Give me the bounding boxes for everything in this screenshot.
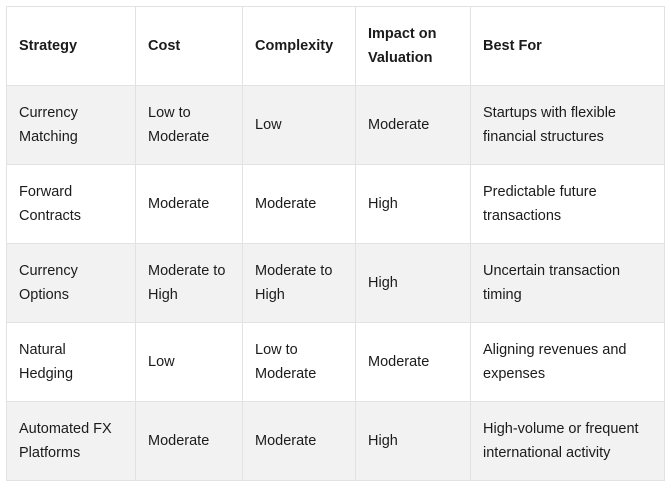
table-cell: Currency Matching <box>6 85 136 165</box>
header-cell-strategy: Strategy <box>6 6 136 86</box>
table-cell: Moderate to High <box>135 243 243 323</box>
table-cell: Natural Hedging <box>6 322 136 402</box>
table-cell: Low <box>242 85 356 165</box>
table-row-forward-contracts: Forward Contracts Moderate Moderate High… <box>6 164 665 244</box>
table-row-natural-hedging: Natural Hedging Low Low to Moderate Mode… <box>6 322 665 402</box>
table-cell: Predictable future transactions <box>470 164 665 244</box>
table-cell: Moderate <box>242 401 356 481</box>
table-cell: High <box>355 243 471 323</box>
header-cell-cost: Cost <box>135 6 243 86</box>
table-cell: Moderate <box>355 85 471 165</box>
table-cell: Automated FX Platforms <box>6 401 136 481</box>
header-cell-impact-on-valuation: Impact on Valuation <box>355 6 471 86</box>
table-cell: Aligning revenues and expenses <box>470 322 665 402</box>
table-row-currency-options: Currency Options Moderate to High Modera… <box>6 243 665 323</box>
table-cell: Low to Moderate <box>242 322 356 402</box>
table-cell: Forward Contracts <box>6 164 136 244</box>
table-cell: Startups with flexible financial structu… <box>470 85 665 165</box>
table-header-row: Strategy Cost Complexity Impact on Valua… <box>6 6 665 86</box>
strategy-comparison-table-container: Strategy Cost Complexity Impact on Valua… <box>6 6 665 481</box>
strategy-comparison-table: Strategy Cost Complexity Impact on Valua… <box>6 6 665 481</box>
table-row-currency-matching: Currency Matching Low to Moderate Low Mo… <box>6 85 665 165</box>
table-cell: Low <box>135 322 243 402</box>
table-cell: Low to Moderate <box>135 85 243 165</box>
table-cell: High <box>355 164 471 244</box>
table-cell: Currency Options <box>6 243 136 323</box>
table-cell: Moderate <box>242 164 356 244</box>
table-cell: Moderate <box>135 401 243 481</box>
table-cell: High-volume or frequent international ac… <box>470 401 665 481</box>
table-row-automated-fx-platforms: Automated FX Platforms Moderate Moderate… <box>6 401 665 481</box>
header-cell-complexity: Complexity <box>242 6 356 86</box>
table-cell: Uncertain transaction timing <box>470 243 665 323</box>
table-cell: Moderate <box>355 322 471 402</box>
table-cell: Moderate to High <box>242 243 356 323</box>
table-cell: Moderate <box>135 164 243 244</box>
table-cell: High <box>355 401 471 481</box>
header-cell-best-for: Best For <box>470 6 665 86</box>
